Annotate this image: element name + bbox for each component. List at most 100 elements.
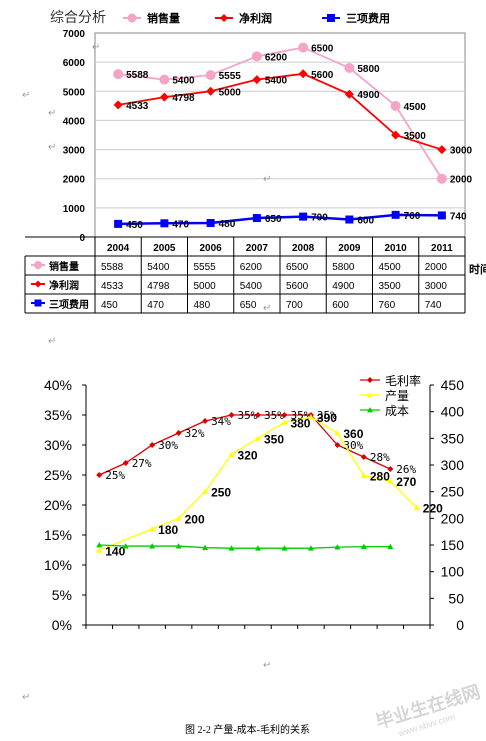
table-cell: 5400 [240, 281, 263, 292]
chart2-point [149, 526, 156, 532]
chart2-data-label: 140 [105, 544, 125, 558]
chart1-data-label: 760 [404, 211, 421, 222]
chart2-left-tick-label: 0% [52, 617, 72, 633]
chart1-data-label: 5600 [311, 70, 334, 81]
chart2-right-tick-label: 250 [441, 484, 465, 500]
table-row-marker [34, 280, 42, 288]
chart1-series-1: 4533 4798 5000 5400 5600 4900 3500 3000 [113, 69, 473, 157]
paragraph-mark-icon: ↵ [263, 303, 271, 314]
chart2-point [202, 488, 209, 495]
table-cell: 5400 [147, 262, 170, 273]
legend-label: 成本 [385, 404, 409, 418]
table-cell: 6500 [286, 262, 309, 273]
chart2-point [360, 543, 367, 549]
legend-label: 净利润 [239, 11, 272, 25]
chart1-point [299, 212, 308, 221]
chart1-legend-item: 三项费用 [322, 11, 390, 25]
chart2-series: 25%27%30%32%34% 35% 35% 35% 35%30%28%26%1401… [96, 409, 443, 558]
chart2-point [228, 412, 235, 418]
chart1-data-table: 2004 2005 2006 2007 2008 2009 2010 2011 销售量 5588 5… [24, 236, 466, 314]
chart1-data-label: 2000 [450, 175, 473, 186]
chart2-data-label: 30% [158, 439, 178, 452]
chart2-point [175, 430, 182, 436]
paragraph-mark-icon: ↵ [48, 336, 56, 347]
chart2-point [307, 545, 314, 551]
chart1-point [437, 145, 447, 155]
watermark-logo: 毕业生在线网 www.sbvv.com [373, 681, 482, 739]
chart2-point [149, 442, 156, 448]
chart1-data-label: 5400 [172, 76, 195, 87]
chart1-legend: 销售量 净利润 三项费用 [123, 11, 390, 25]
legend-swatch-marker [367, 407, 373, 413]
table-cell: 4798 [147, 281, 170, 292]
paragraph-mark-icon: ↵ [22, 692, 30, 703]
chart2-data-label: 320 [238, 448, 258, 462]
paragraph-marks: ↵ ↵ ↵ ↵ ↵ ↵ ↵ ↵ ↵ [22, 42, 271, 703]
chart2-data-label: 200 [185, 512, 205, 526]
chart1-x-tick-label: 2008 [292, 243, 315, 254]
chart2-data-label: 220 [423, 502, 443, 516]
chart2-point [281, 545, 288, 551]
figure-caption: 图 2-2 产量-成本-毛利的关系 [185, 723, 310, 736]
chart1-point [114, 219, 123, 228]
chart1-x-tick-label: 2005 [153, 243, 176, 254]
chart1-point [436, 173, 447, 184]
chart2-data-label: 25% [105, 469, 125, 482]
chart2-data-label: 34% [211, 415, 231, 428]
chart2-left-tick-label: 15% [44, 527, 72, 543]
chart1-series-2: 450 470 480 650 700 600 760 740 [114, 210, 467, 231]
chart2-data-label: 28% [370, 451, 390, 464]
chart2-data-label: 390 [317, 411, 337, 425]
chart1-point [251, 51, 262, 62]
chart2-data-label: 250 [211, 486, 231, 500]
chart1-point [113, 69, 124, 80]
chart1-series: 5588 5400 5555 6200 6500 5800 4500 2000 4533 4798… [113, 42, 473, 231]
chart1-point [205, 70, 216, 81]
chart2-series-2 [96, 542, 394, 551]
chart2-right-tick-label: 300 [441, 457, 465, 473]
chart1-point [391, 130, 401, 140]
chart1-data-label: 470 [172, 219, 189, 230]
chart1-x-axis-label: 时间 [469, 262, 486, 276]
table-cell: 5600 [286, 281, 309, 292]
chart2-left-tick-label: 10% [44, 557, 72, 573]
chart1-y-tick-label: 7000 [63, 29, 86, 40]
table-cell: 480 [194, 300, 211, 311]
table-cell: 5000 [194, 281, 217, 292]
table-row-marker [34, 299, 42, 307]
chart1-legend-item: 净利润 [215, 11, 272, 25]
legend-swatch-marker [327, 14, 335, 22]
chart1-data-label: 5000 [219, 87, 242, 98]
chart1-point [252, 75, 262, 85]
table-cell: 450 [101, 300, 118, 311]
chart1-data-label: 3500 [404, 131, 427, 142]
chart1-y-tick-label: 0 [79, 233, 85, 244]
chart2-data-label: 30% [343, 439, 363, 452]
paragraph-mark-icon: ↵ [22, 90, 30, 101]
table-cell: 3000 [425, 281, 448, 292]
table-row-header: 净利润 [49, 279, 79, 292]
table-cell: 600 [332, 300, 349, 311]
chart2-point [96, 542, 103, 548]
chart2-point [228, 451, 235, 457]
chart1-point [391, 210, 400, 219]
chart2-data-label: 180 [158, 523, 178, 537]
chart1-x-tick-label: 2010 [385, 243, 408, 254]
chart2-right-tick-label: 450 [441, 377, 465, 393]
chart1-data-label: 740 [450, 211, 467, 222]
chart1-y-tick-label: 1000 [63, 204, 86, 215]
table-cell: 4500 [379, 262, 402, 273]
chart2-data-label: 350 [264, 432, 284, 446]
chart2-legend-item: 成本 [360, 404, 409, 418]
table-cell: 650 [240, 300, 257, 311]
table-cell: 5800 [332, 262, 355, 273]
paragraph-mark-icon: ↵ [48, 108, 56, 119]
chart1-point [437, 211, 446, 220]
table-cell: 4533 [101, 281, 124, 292]
chart1-data-label: 6500 [311, 44, 334, 55]
chart2-point [413, 504, 420, 511]
table-cell: 470 [147, 300, 164, 311]
chart2-axes: 0% 5% 10% 15% 20% 25% 30% 35% 40% 0 50 100 150 200 250… [44, 377, 464, 633]
chart2-point [334, 544, 341, 550]
